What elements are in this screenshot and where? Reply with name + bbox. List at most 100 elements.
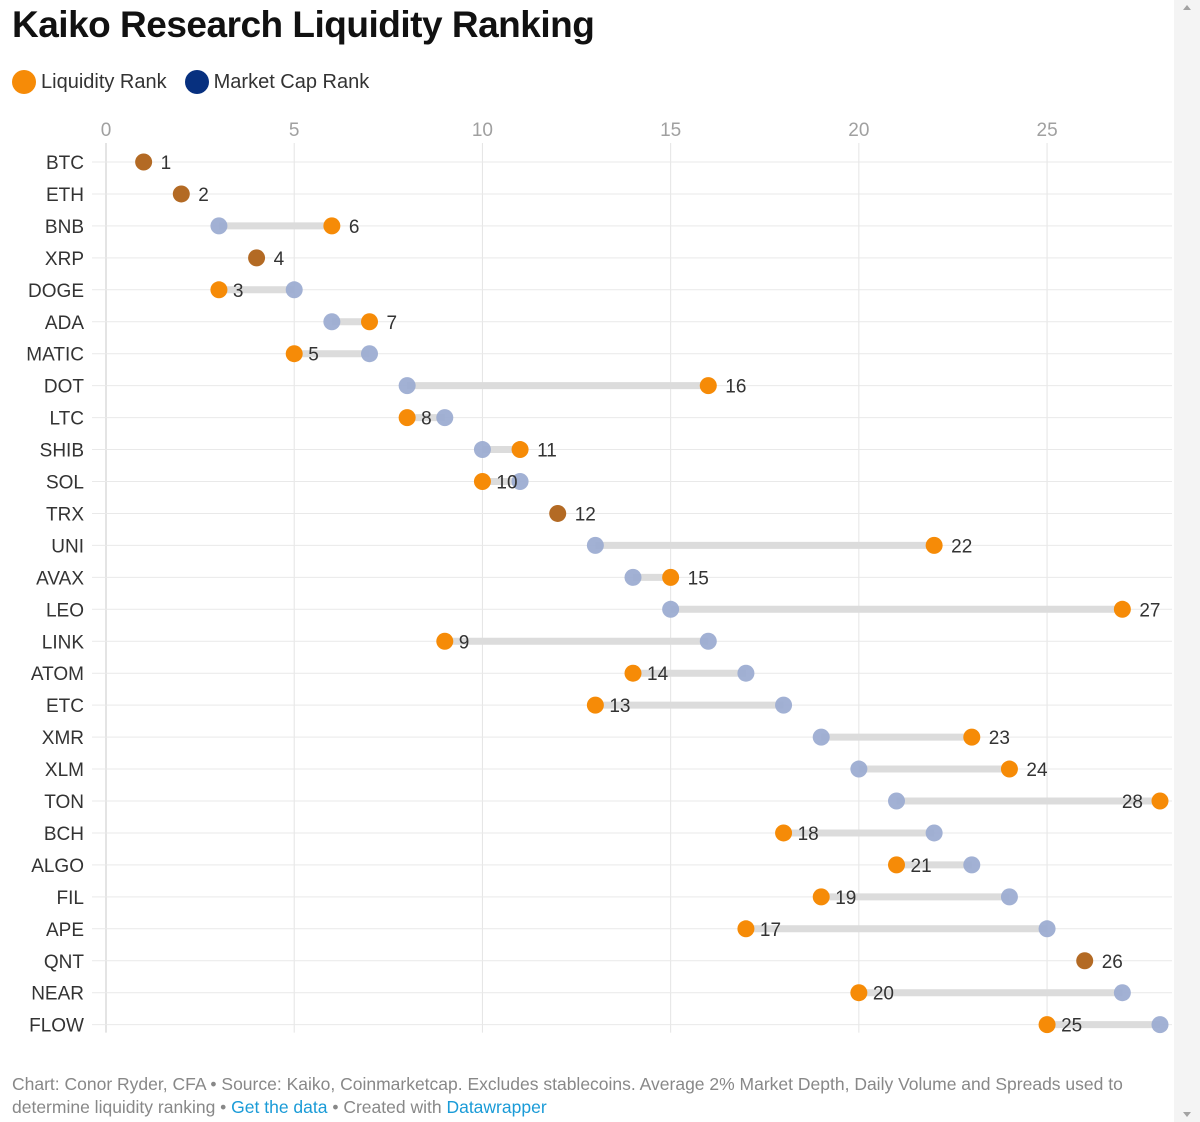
row-ton: TON 28 [44,792,1172,813]
category-label: ADA [45,313,84,334]
market-cap-dot [662,600,680,618]
row-ltc: LTC 8 [50,409,1172,430]
category-label: LINK [42,632,85,653]
category-label: XLM [45,760,84,781]
footer-credit-text: Chart: Conor Ryder, CFA • Source: Kaiko,… [12,1074,1123,1117]
category-label: MATIC [26,345,84,366]
market-cap-dot [888,792,905,810]
liquidity-value-label: 27 [1139,600,1160,621]
category-label: SOL [46,473,84,494]
category-label: TON [44,792,84,813]
category-label: LEO [46,600,84,621]
legend-swatch-liquidity-rank [12,70,36,94]
liquidity-dot [963,728,981,746]
get-the-data-link[interactable]: Get the data [231,1097,328,1117]
category-label: XRP [45,249,84,270]
chart-footer: Chart: Conor Ryder, CFA • Source: Kaiko,… [12,1073,1182,1119]
market-cap-dot [1038,920,1056,938]
row-shib: SHIB 11 [40,441,1172,462]
liquidity-value-label: 2 [198,185,209,206]
market-cap-dot [323,313,341,331]
row-uni: UNI 22 [51,536,1172,557]
market-cap-dot [361,345,378,363]
liquidity-value-label: 15 [688,568,709,589]
scroll-up-arrow-icon[interactable] [1183,5,1191,10]
row-btc: BTC 1 [46,153,1172,174]
liquidity-dot [624,664,642,682]
row-eth: ETH 2 [46,185,1172,206]
category-label: DOT [44,377,85,398]
vertical-scrollbar[interactable] [1174,0,1200,1122]
category-label: FLOW [29,1016,84,1037]
liquidity-dot [1038,1016,1056,1034]
category-label: ATOM [31,664,84,685]
row-ape: APE 17 [46,920,1172,941]
row-link: LINK 9 [42,632,1172,653]
liquidity-value-label: 9 [459,632,470,653]
x-tick-label-5: 5 [289,120,300,141]
category-label: BCH [44,824,84,845]
liquidity-value-label: 11 [537,441,557,462]
scroll-down-arrow-icon[interactable] [1183,1112,1191,1117]
datawrapper-link[interactable]: Datawrapper [446,1097,547,1117]
liquidity-value-label: 3 [233,281,244,302]
category-label: ETH [46,185,84,206]
liquidity-dot [775,824,793,842]
liquidity-dot [511,441,529,459]
chart-title: Kaiko Research Liquidity Ranking [12,4,595,45]
row-xlm: XLM 24 [45,760,1172,781]
row-etc: ETC 13 [46,696,1172,717]
x-tick-label-0: 0 [101,120,112,141]
liquidity-value-label: 20 [873,984,894,1005]
category-label: SHIB [40,441,84,462]
liquidity-dot [737,920,755,938]
liquidity-value-label: 8 [421,409,432,430]
market-cap-dot [473,441,491,459]
legend-item-market-cap-rank: Market Cap Rank [184,70,369,94]
row-bnb: BNB 6 [45,217,1172,238]
liquidity-value-label: 12 [575,504,596,525]
liquidity-value-label: 28 [1122,792,1143,813]
market-cap-dot [511,473,529,490]
chart-rows: BTC 1 ETH 2 BNB 6 XRP 4 DOGE 3 ADA 7 MATIC 5 DOT 16 LTC 8… [26,153,1172,1037]
liquidity-dot [285,345,303,363]
row-near: NEAR 20 [31,984,1172,1005]
liquidity-value-label: 26 [1102,952,1123,973]
liquidity-dot [888,856,905,874]
x-axis-ticks: 0 5 10 15 20 25 [101,120,1058,141]
liquidity-value-label: 4 [274,249,285,270]
row-sol: SOL 10 [46,473,1172,494]
legend-item-liquidity-rank: Liquidity Rank [12,70,167,94]
category-label: LTC [50,409,84,430]
liquidity-dot [549,504,567,522]
liquidity-dot [812,888,830,906]
row-fil: FIL 19 [57,888,1172,909]
market-cap-dot [850,760,868,778]
market-cap-dot [436,409,454,427]
liquidity-dot [850,984,868,1002]
liquidity-dot [436,632,454,650]
market-cap-dot [398,377,416,395]
row-matic: MATIC 5 [26,345,1172,366]
legend-swatch-market-cap-rank [184,70,209,94]
market-cap-dot [699,632,717,650]
liquidity-dot [473,473,491,490]
row-doge: DOGE 3 [28,281,1172,302]
liquidity-value-label: 13 [609,696,630,717]
category-label: ETC [46,696,84,717]
liquidity-value-label: 23 [989,728,1010,749]
liquidity-dot [925,536,943,554]
row-ada: ADA 7 [45,313,1172,334]
liquidity-dot [662,568,680,586]
liquidity-dot [1000,760,1018,778]
market-cap-dot [963,856,981,874]
market-cap-dot [285,281,303,299]
row-trx: TRX 12 [46,504,1172,525]
liquidity-dot [586,696,604,714]
liquidity-dot [248,249,266,267]
category-label: NEAR [31,984,84,1005]
liquidity-dot [172,185,190,203]
category-label: UNI [51,536,84,557]
footer-separator: • Created with [327,1097,447,1117]
liquidity-value-label: 1 [161,153,172,174]
